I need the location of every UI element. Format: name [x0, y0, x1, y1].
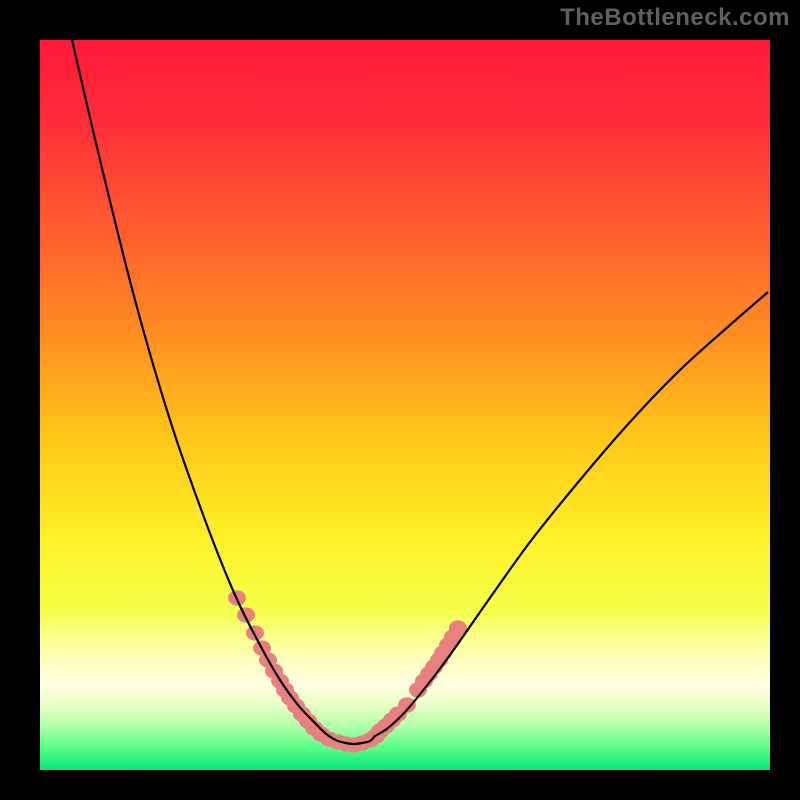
curve-left	[72, 40, 333, 738]
watermark-text: TheBottleneck.com	[560, 4, 790, 32]
bottleneck-curve-svg	[40, 40, 770, 770]
marker-layer	[228, 590, 467, 752]
plot-area	[40, 40, 770, 770]
curve-marker	[246, 625, 264, 640]
